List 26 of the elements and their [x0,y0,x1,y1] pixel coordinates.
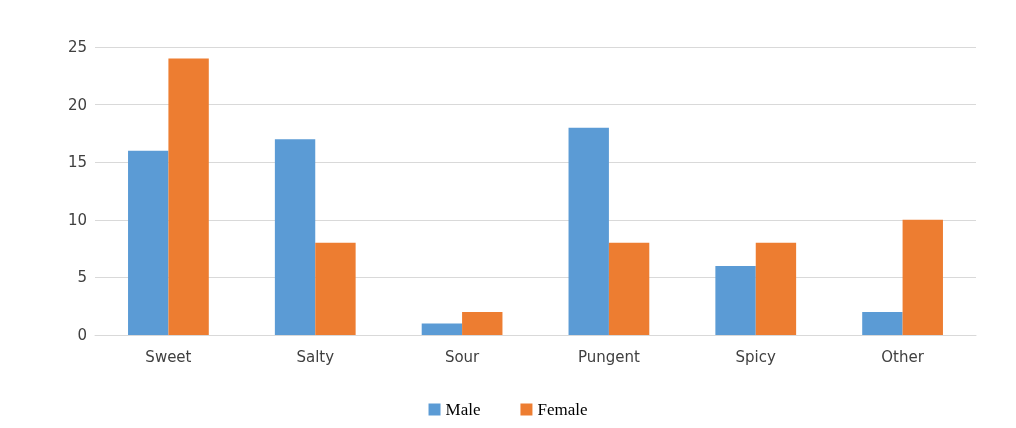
bar [421,323,463,335]
bar [755,242,797,335]
bar [608,242,650,335]
y-tick-label: 15 [67,153,87,172]
bar [902,219,943,335]
y-tick-label: 20 [67,95,87,114]
x-tick-label: Other [881,347,925,366]
bar [715,265,756,335]
bar [168,58,209,335]
bar [462,311,503,335]
y-tick-label: 5 [77,268,87,287]
x-tick-label: Spicy [735,347,777,366]
bar [274,139,316,335]
x-tick-label: Sour [444,347,481,366]
x-tick-label: Sweet [145,347,192,366]
y-tick-label: 25 [67,38,87,56]
bar [315,242,356,335]
legend-label: Female [537,400,588,419]
y-tick-label: 0 [77,326,87,344]
bar [862,311,903,335]
bar [568,127,609,335]
bar [128,150,169,335]
legend-label: Male [445,400,481,419]
x-tick-label: Pungent [577,347,640,366]
y-tick-label: 10 [67,210,87,229]
x-tick-label: Salty [296,347,335,366]
